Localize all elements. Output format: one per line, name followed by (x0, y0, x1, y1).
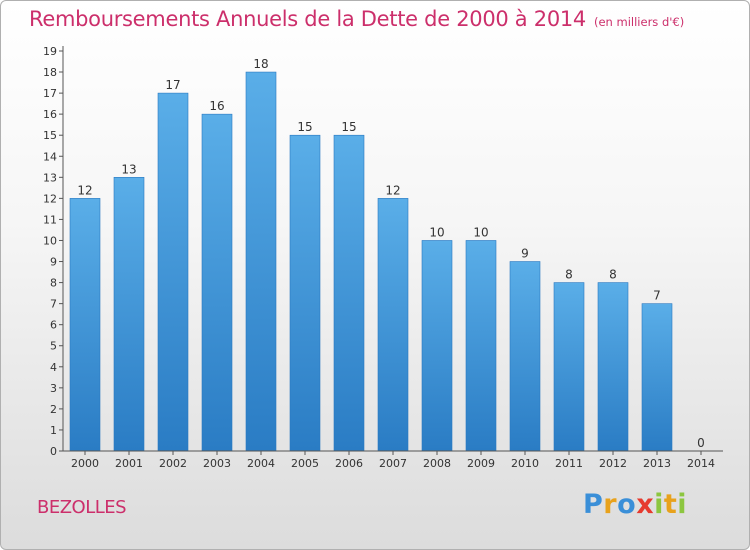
y-tick-label: 12 (43, 192, 57, 205)
y-tick-label: 18 (43, 66, 57, 79)
commune-name: BEZOLLES (37, 497, 127, 518)
bar (113, 177, 145, 452)
value-label: 8 (609, 268, 617, 282)
value-label: 10 (473, 225, 488, 239)
bars: 12 13 17 16 18 15 15 12 10 10 9 8 8 7 0 (69, 57, 705, 452)
value-label: 16 (209, 99, 224, 113)
logo-letter: i (654, 489, 664, 520)
y-tick-label: 6 (50, 319, 57, 332)
y-tick-label: 7 (50, 298, 57, 311)
y-tick-label: 17 (43, 87, 57, 100)
value-label: 17 (165, 78, 180, 92)
title-line: Remboursements Annuels de la Dette de 20… (29, 7, 684, 31)
bar (201, 113, 233, 452)
value-label: 15 (297, 120, 312, 134)
y-tick-label: 3 (50, 382, 57, 395)
x-tick-label: 2001 (115, 457, 143, 470)
value-label: 18 (253, 57, 268, 71)
logo-letter: x (636, 489, 655, 520)
y-tick-label: 0 (50, 445, 57, 458)
x-tick-label: 2007 (379, 457, 407, 470)
y-tick-label: 10 (43, 234, 57, 247)
value-label: 9 (521, 247, 529, 261)
x-tick-label: 2014 (687, 457, 715, 470)
value-label: 13 (121, 162, 136, 176)
value-label: 7 (653, 289, 661, 303)
logo-letter: t (663, 489, 678, 520)
x-tick-label: 2012 (599, 457, 627, 470)
x-tick-label: 2013 (643, 457, 671, 470)
bar (157, 92, 189, 452)
y-tick-label: 8 (50, 277, 57, 290)
value-label: 10 (429, 225, 444, 239)
bar (553, 282, 585, 452)
bar (597, 282, 629, 452)
y-tick-label: 4 (50, 361, 57, 374)
bar (289, 134, 321, 452)
bar (465, 240, 497, 452)
bar (333, 134, 365, 452)
x-tick-label: 2006 (335, 457, 363, 470)
logo-letter: P (583, 489, 604, 520)
value-label: 0 (697, 436, 705, 450)
value-label: 8 (565, 268, 573, 282)
y-tick-label: 5 (50, 340, 57, 353)
chart-subtitle: (en milliers d'€) (594, 15, 685, 29)
bar (421, 240, 453, 452)
x-tick-label: 2009 (467, 457, 495, 470)
chart-title: Remboursements Annuels de la Dette de 20… (29, 7, 586, 31)
bar (245, 71, 277, 452)
x-tick-label: 2005 (291, 457, 319, 470)
logo-letter: o (617, 489, 637, 520)
logo-letter: i (677, 489, 688, 520)
x-tick-label: 2008 (423, 457, 451, 470)
y-tick-label: 11 (43, 213, 57, 226)
logo-letter: r (603, 489, 618, 520)
x-axis: 2000 2001 2002 2003 2004 2005 2006 2007 2008 2009… (63, 450, 723, 470)
value-label: 12 (77, 183, 92, 197)
y-tick-label: 14 (43, 150, 57, 163)
y-tick-label: 15 (43, 129, 57, 142)
x-tick-label: 2004 (247, 457, 275, 470)
y-tick-label: 9 (50, 256, 57, 269)
proxiti-logo[interactable]: Proxiti (583, 489, 687, 520)
bar (641, 303, 673, 452)
value-label: 15 (341, 120, 356, 134)
x-tick-label: 2010 (511, 457, 539, 470)
y-tick-label: 16 (43, 108, 57, 121)
y-tick-label: 13 (43, 171, 57, 184)
bar (377, 198, 409, 452)
x-tick-label: 2002 (159, 457, 187, 470)
y-tick-label: 19 (43, 45, 57, 58)
x-tick-label: 2011 (555, 457, 583, 470)
x-tick-label: 2003 (203, 457, 231, 470)
x-tick-label: 2000 (71, 457, 99, 470)
bar (509, 261, 541, 452)
value-label: 12 (385, 183, 400, 197)
y-tick-label: 2 (50, 403, 57, 416)
y-tick-label: 1 (50, 424, 57, 437)
bar (69, 198, 101, 452)
